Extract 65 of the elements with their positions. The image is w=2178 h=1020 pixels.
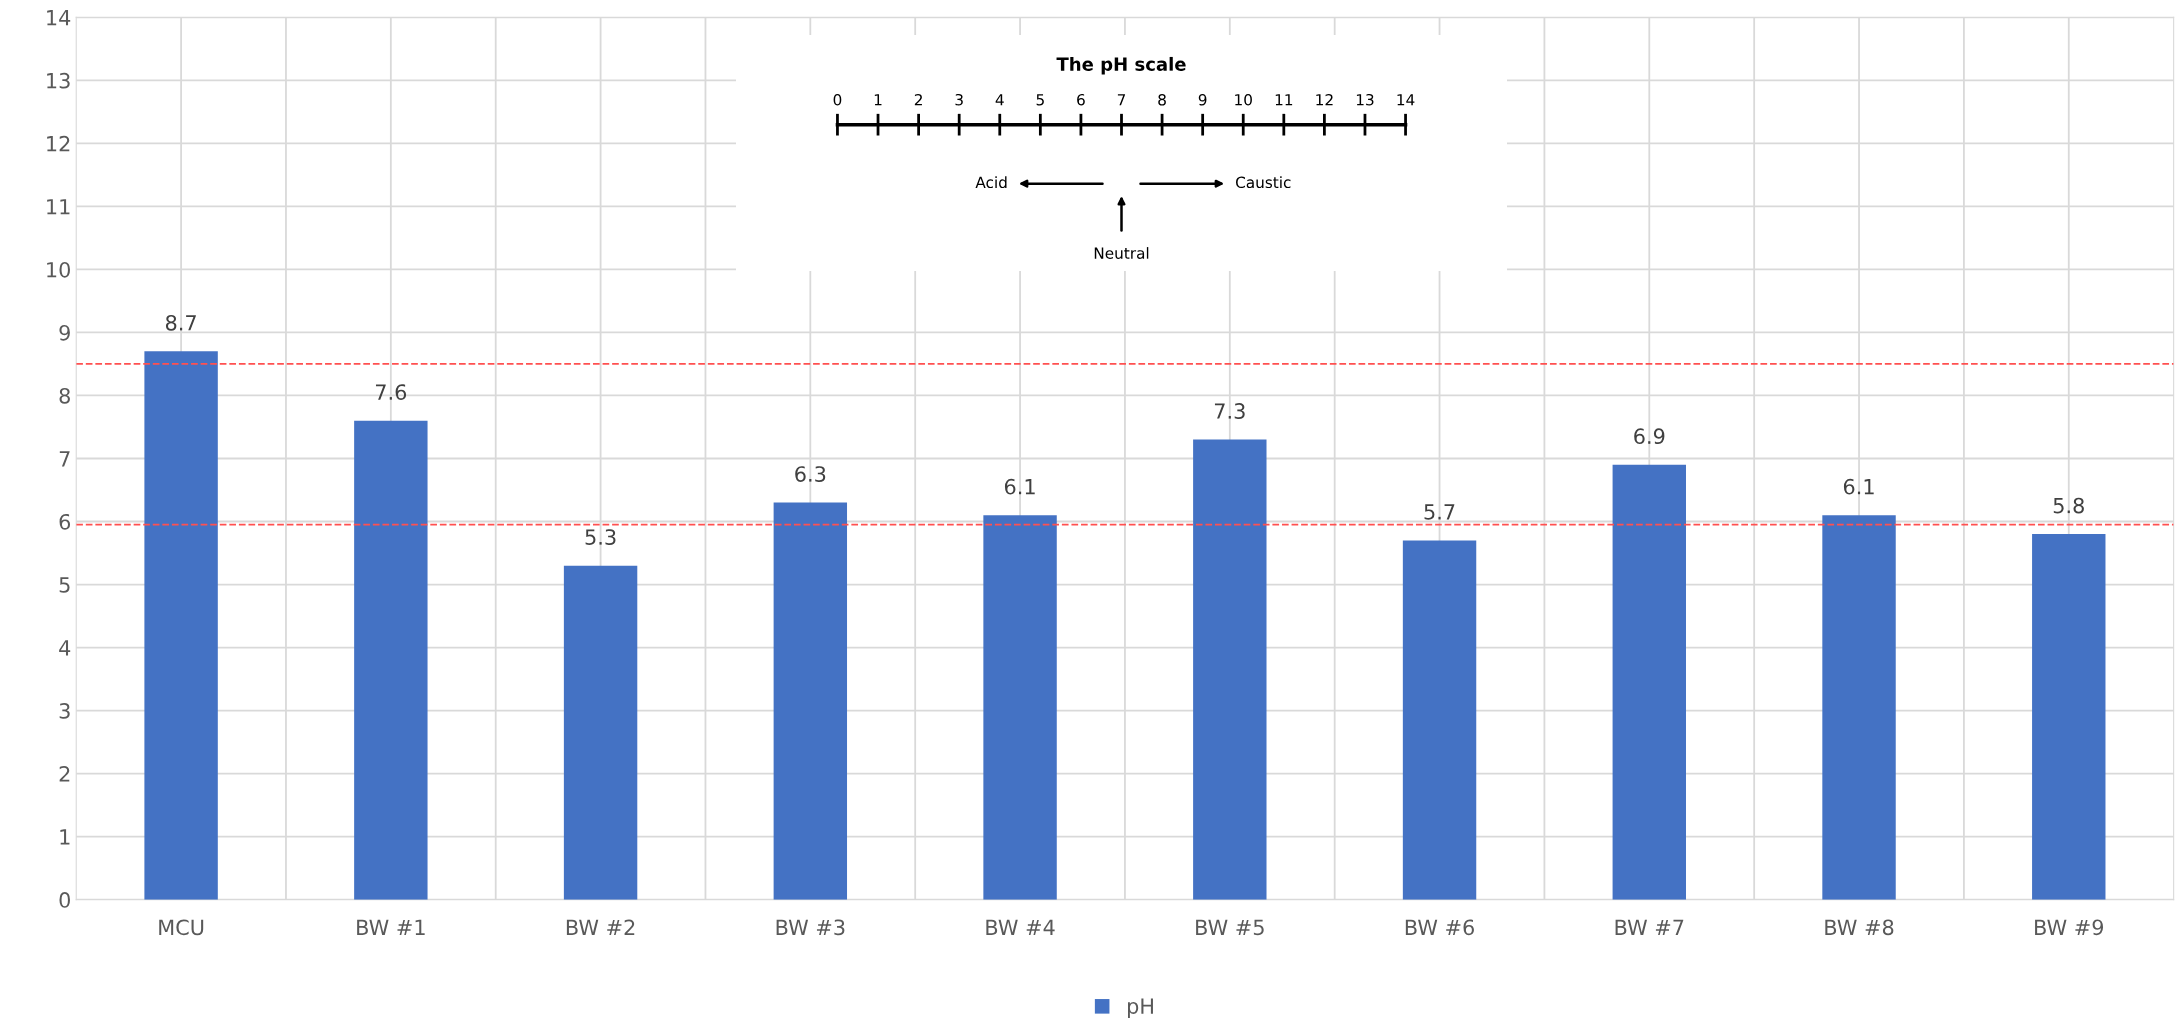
y-tick-label: 11 [47, 199, 70, 215]
y-tick-label: 10 [47, 261, 70, 278]
annotation: 12 [1316, 93, 1333, 106]
annotation: 6 [1077, 93, 1085, 106]
annotation: The pH scale [1056, 56, 1186, 75]
bar [563, 565, 638, 900]
bar [354, 420, 428, 900]
y-tick-label: 7 [59, 451, 70, 467]
data-label: 6.9 [1634, 428, 1665, 445]
x-tick-label: BW #6 [1405, 919, 1474, 936]
y-tick-label: 1 [60, 829, 70, 845]
annotation: 9 [1198, 93, 1207, 106]
bar [2032, 534, 2106, 900]
y-tick-label: 0 [59, 892, 70, 908]
x-tick-label: MCU [159, 919, 204, 936]
x-tick-label: BW #8 [1825, 919, 1894, 936]
bar [1193, 439, 1267, 900]
y-tick-label: 12 [47, 135, 70, 152]
bar [773, 502, 848, 900]
y-tick-label: 6 [59, 513, 71, 530]
x-tick-label: BW #1 [357, 919, 425, 935]
annotation: Neutral [1094, 247, 1149, 259]
annotation: 7 [1117, 94, 1126, 106]
x-tick-label: BW #4 [986, 919, 1055, 935]
y-tick-label: 4 [59, 640, 71, 656]
annotation: 4 [995, 94, 1004, 106]
annotation: 13 [1356, 93, 1374, 106]
bar [144, 351, 218, 900]
y-tick-label: 5 [59, 577, 70, 593]
x-tick-label: BW #5 [1196, 919, 1264, 936]
data-label: 8.7 [165, 314, 196, 331]
annotation: 5 [1036, 94, 1044, 106]
annotation: 3 [955, 93, 963, 106]
y-tick-label: 13 [47, 72, 70, 89]
data-label: 7.3 [1214, 403, 1245, 419]
x-tick-label: BW #2 [566, 919, 635, 935]
bar [983, 515, 1057, 900]
data-label: 6.1 [1843, 478, 1874, 495]
y-tick-label: 14 [47, 10, 71, 26]
annotation: 11 [1275, 94, 1293, 106]
x-tick-label: BW #9 [2035, 919, 2104, 936]
data-label: 6.1 [1004, 478, 1035, 495]
bar [1822, 515, 1896, 900]
y-tick-label: 9 [59, 324, 70, 341]
y-tick-label: 3 [59, 703, 70, 719]
data-label: 5.8 [2053, 497, 2084, 514]
annotation: 0 [833, 93, 842, 106]
bar [1612, 464, 1686, 900]
annotation: Caustic [1235, 176, 1291, 189]
annotation: 2 [914, 93, 922, 106]
annotation: 1 [874, 94, 882, 106]
legend-label: pH [1128, 998, 1153, 1018]
annotation: 14 [1397, 94, 1415, 106]
data-label: 7.6 [375, 384, 407, 400]
y-tick-label: 8 [59, 387, 70, 404]
data-label: 5.3 [585, 529, 616, 545]
x-tick-label: BW #3 [776, 919, 845, 936]
data-label: 5.7 [1424, 504, 1455, 520]
annotation: Acid [975, 176, 1007, 189]
x-tick-label: BW #7 [1615, 919, 1684, 935]
annotation: 10 [1235, 93, 1252, 106]
bar [1402, 540, 1477, 900]
y-tick-label: 2 [59, 766, 70, 782]
data-label: 6.3 [795, 466, 826, 482]
annotation: 8 [1158, 93, 1166, 106]
